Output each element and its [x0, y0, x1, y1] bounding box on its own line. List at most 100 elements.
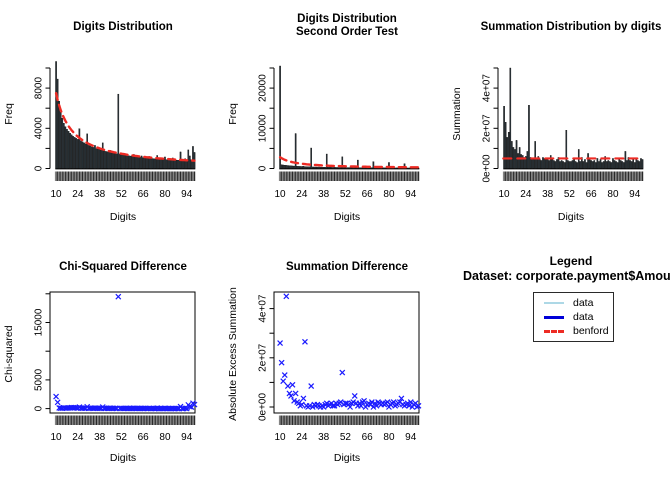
benford-curve: [54, 91, 196, 162]
x-tick-label: 10: [51, 432, 63, 443]
y-axis-ticks: 0e+00 2e+07 4e+07: [258, 294, 274, 422]
x-tick-label: 80: [159, 189, 171, 200]
panel-summation-distribution: Summation Distribution by digits Summati…: [448, 0, 672, 240]
x-tick-label: 38: [542, 189, 554, 200]
x-tick-label: 66: [138, 189, 150, 200]
digit-tick-band: [54, 415, 196, 425]
digit-ticks: [279, 415, 419, 425]
y-tick-label: 2e+07: [258, 343, 269, 372]
plot-box: [273, 291, 420, 414]
legend-entry-label: benford: [573, 324, 609, 337]
bars: [279, 65, 420, 169]
x-tick-label: 94: [405, 189, 417, 200]
x-tick-label: 94: [181, 189, 193, 200]
blue-line-swatch: [544, 315, 564, 319]
x-tick-label: 52: [116, 432, 128, 443]
x-axis-tick-labels: 10 24 38 52 66 80 94: [499, 189, 641, 200]
x-axis-tick-labels: 10 24 38 52 66 80 94: [51, 189, 193, 200]
x-tick-label: 52: [564, 189, 576, 200]
x-tick-label: 52: [340, 189, 352, 200]
plot-area-summation-distribution: 0e+00 2e+07 4e+07 10 24 38 52 66 80 94: [482, 67, 645, 200]
x-tick-label: 52: [116, 189, 128, 200]
legend-entry-data-blue: data: [544, 311, 613, 323]
x-axis-tick-labels: 10 24 38 52 66 80 94: [275, 432, 417, 443]
chart-title-line1: Digits Distribution: [297, 13, 397, 25]
lightblue-line-swatch: [544, 302, 564, 304]
legend-entry-label: data: [573, 296, 594, 309]
y-axis-ticks: 0 10000 20000: [258, 67, 274, 171]
x-axis-label: Digits: [109, 452, 137, 464]
x-tick-label: 66: [586, 189, 598, 200]
chart-title: Digits Distribution Second Order Test: [224, 13, 470, 39]
y-tick-label: 0: [34, 165, 45, 171]
x-tick-label: 94: [405, 432, 417, 443]
y-tick-label: 8000: [34, 77, 45, 100]
digit-ticks: [55, 171, 195, 181]
legend-box: data data benford: [533, 292, 614, 342]
x-tick-label: 24: [520, 189, 532, 200]
panel-second-order-test: Digits Distribution Second Order Test Fr…: [224, 0, 448, 240]
x-axis-label: Digits: [333, 211, 361, 223]
x-axis-tick-labels: 10 24 38 52 66 80 94: [275, 189, 417, 200]
legend-entry-benford: benford: [544, 325, 613, 337]
digit-tick-band: [278, 415, 420, 425]
digit-tick-band: [278, 171, 420, 181]
x-tick-label: 38: [94, 432, 106, 443]
x-tick-label: 10: [51, 189, 63, 200]
panel-legend: Legend Dataset: corporate.payment$Amou d…: [448, 240, 672, 480]
legend-entry-data-light: data: [544, 297, 613, 309]
y-tick-label: 2e+07: [482, 114, 493, 143]
chart-title: Digits Distribution: [73, 21, 173, 33]
x-tick-label: 38: [94, 189, 106, 200]
x-tick-label: 66: [362, 432, 374, 443]
y-tick-label: 4e+07: [258, 294, 269, 323]
x-tick-label: 66: [138, 432, 150, 443]
digit-ticks: [503, 171, 643, 181]
digit-ticks: [55, 415, 195, 425]
x-tick-label: 52: [340, 432, 352, 443]
chart-title: Chi-Squared Difference: [59, 261, 187, 273]
chart-title: Summation Distribution by digits: [480, 21, 662, 33]
chart-title: Summation Difference: [285, 261, 409, 273]
y-axis-ticks: 0 5000 15000: [34, 293, 50, 411]
scatter-points: [53, 293, 198, 412]
plot-area-second-order: 0 10000 20000 10 24 38 52 66 80 94: [258, 65, 420, 200]
y-tick-label: 0e+00: [482, 154, 493, 183]
y-axis-ticks: 0 4000 8000: [34, 67, 50, 171]
x-tick-label: 94: [629, 189, 641, 200]
panel-digits-distribution: Digits Distribution Freq 0 4000 8000 10 24 38…: [0, 0, 224, 240]
red-dashed-line-swatch: [544, 329, 564, 333]
y-tick-label: 0e+00: [258, 393, 269, 422]
digit-tick-band: [502, 171, 644, 181]
x-tick-label: 10: [499, 189, 511, 200]
x-axis-label: Digits: [333, 452, 361, 464]
x-tick-label: 24: [296, 432, 308, 443]
y-tick-label: 15000: [34, 308, 45, 336]
x-axis-label: Digits: [109, 211, 137, 223]
x-tick-label: 10: [275, 432, 287, 443]
bars: [503, 67, 644, 169]
scatter-points: [277, 293, 422, 410]
digit-ticks: [279, 171, 419, 181]
y-tick-label: 4000: [34, 117, 45, 140]
digit-tick-band: [54, 171, 196, 181]
x-tick-label: 80: [159, 432, 171, 443]
panel-chi-squared-difference: Chi-Squared Difference Chi-squared 0 5000…: [0, 240, 224, 480]
y-tick-label: 10000: [258, 114, 269, 142]
chart-title-line2: Second Order Test: [295, 26, 399, 38]
y-tick-label: 20000: [258, 74, 269, 102]
x-tick-label: 80: [383, 432, 395, 443]
x-tick-label: 66: [362, 189, 374, 200]
x-axis-tick-labels: 10 24 38 52 66 80 94: [51, 432, 193, 443]
plot-area-summation-difference: 0e+00 2e+07 4e+07 10 24 38 52 66 80 94: [258, 291, 422, 443]
plot-box: [49, 291, 196, 414]
legend-entry-label: data: [573, 310, 594, 323]
x-tick-label: 10: [275, 189, 287, 200]
panel-summation-difference: Summation Difference Absolute Excess Sum…: [224, 240, 448, 480]
plot-area-digits-distribution: 0 4000 8000 10 24 38 52 66 80 94: [34, 61, 196, 200]
y-tick-label: 5000: [34, 368, 45, 391]
benford-curve: [278, 156, 420, 169]
x-tick-label: 24: [72, 432, 84, 443]
y-tick-label: 4e+07: [482, 74, 493, 103]
